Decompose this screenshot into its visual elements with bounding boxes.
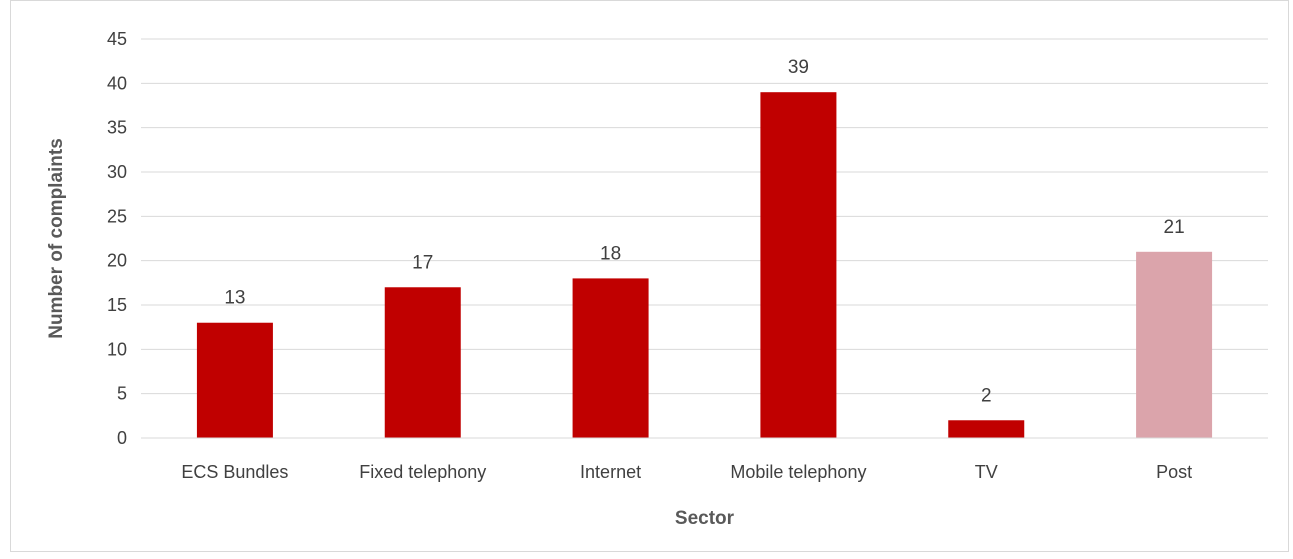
data-label: 18 (600, 243, 621, 264)
y-tick-label: 10 (107, 339, 127, 359)
gridlines (141, 38, 1268, 395)
y-tick-label: 35 (107, 118, 127, 138)
y-axis-ticks: 0 5 10 15 20 25 30 35 40 45 (107, 29, 127, 448)
x-tick-label: Mobile telephony (730, 462, 866, 482)
data-label: 39 (788, 57, 809, 78)
y-axis-title: Number of complaints (46, 138, 67, 339)
x-tick-label: Fixed telephony (359, 462, 486, 482)
y-tick-label: 5 (117, 384, 127, 404)
x-tick-label: ECS Bundles (181, 462, 288, 482)
x-tick-label: TV (975, 462, 998, 482)
bar (1136, 251, 1213, 438)
y-tick-label: 30 (107, 162, 127, 182)
bar (384, 287, 461, 438)
y-tick-label: 45 (107, 29, 127, 49)
data-label: 13 (224, 288, 245, 309)
bars (196, 92, 1213, 438)
chart-frame: 0 5 10 15 20 25 30 35 40 45 13 17 18 39 2 21 ECS Bundl… (10, 0, 1289, 552)
bar (196, 322, 273, 438)
x-axis-ticks: ECS Bundles Fixed telephony Internet Mobile… (181, 462, 1192, 482)
data-label: 21 (1164, 217, 1185, 238)
y-tick-label: 40 (107, 73, 127, 93)
bar (760, 92, 837, 438)
bar-chart: 0 5 10 15 20 25 30 35 40 45 13 17 18 39 2 21 ECS Bundl… (46, 29, 1268, 529)
y-tick-label: 0 (117, 428, 127, 448)
y-tick-label: 25 (107, 206, 127, 226)
y-tick-label: 15 (107, 295, 127, 315)
x-tick-label: Post (1156, 462, 1192, 482)
x-tick-label: Internet (580, 462, 641, 482)
data-label: 17 (412, 252, 433, 273)
data-labels: 13 17 18 39 2 21 (224, 57, 1184, 406)
y-tick-label: 20 (107, 251, 127, 271)
data-label: 2 (981, 385, 992, 406)
x-axis-title: Sector (675, 508, 735, 529)
bar (572, 278, 649, 438)
bar (948, 420, 1025, 438)
